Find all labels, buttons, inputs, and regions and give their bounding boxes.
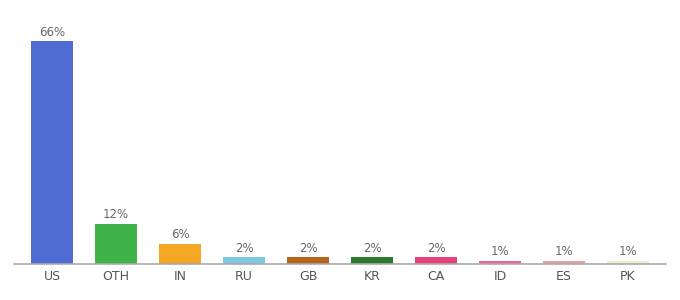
Text: 2%: 2%: [235, 242, 254, 254]
Text: 1%: 1%: [491, 245, 509, 258]
Bar: [287, 257, 329, 264]
Bar: [159, 244, 201, 264]
Text: 1%: 1%: [619, 245, 637, 258]
Text: 2%: 2%: [426, 242, 445, 254]
Bar: [415, 257, 457, 264]
Bar: [479, 261, 521, 264]
Bar: [31, 41, 73, 264]
Text: 1%: 1%: [555, 245, 573, 258]
Bar: [607, 261, 649, 264]
Text: 66%: 66%: [39, 26, 65, 38]
Bar: [95, 224, 137, 264]
Bar: [351, 257, 393, 264]
Text: 2%: 2%: [362, 242, 381, 254]
Text: 2%: 2%: [299, 242, 318, 254]
Bar: [223, 257, 265, 264]
Text: 6%: 6%: [171, 228, 189, 241]
Text: 12%: 12%: [103, 208, 129, 221]
Bar: [543, 261, 585, 264]
